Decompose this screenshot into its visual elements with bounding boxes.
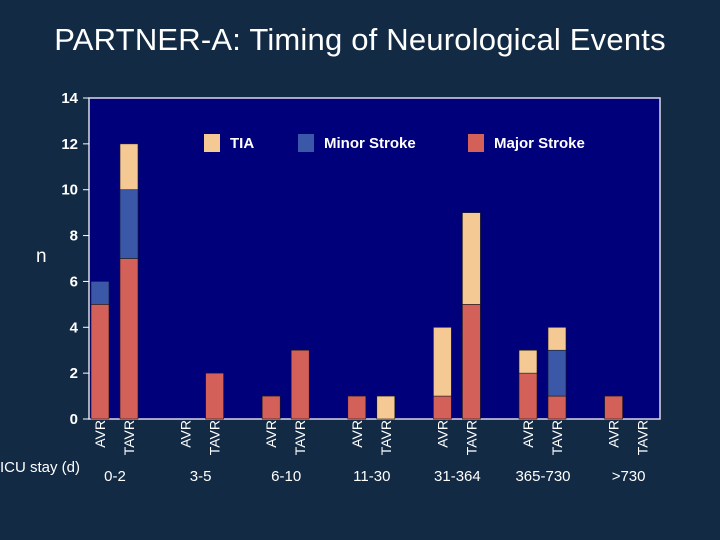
y-tick-label: 4 — [70, 319, 79, 336]
bar-label: AVR — [434, 420, 450, 448]
bar-label: AVR — [263, 420, 279, 448]
group-label: >730 — [612, 468, 646, 485]
bar-label: TAVR — [378, 420, 394, 455]
legend-label: Minor Stroke — [324, 135, 416, 152]
bar-segment — [518, 349, 538, 374]
bar-label: TAVR — [121, 420, 137, 455]
bar-label: TAVR — [207, 420, 223, 455]
bar-segment — [90, 304, 110, 420]
bar-label: AVR — [349, 420, 365, 448]
group-label: 3-5 — [190, 468, 212, 485]
y-tick-label: 8 — [70, 228, 78, 245]
bar-segment — [205, 372, 224, 420]
bar-label: AVR — [520, 420, 536, 448]
bar-segment — [261, 395, 281, 420]
bar-segment — [119, 189, 139, 259]
legend-label: TIA — [230, 135, 254, 152]
legend-swatch — [204, 134, 220, 152]
bar-segment — [90, 281, 110, 305]
legend-label: Major Stroke — [494, 135, 585, 152]
bar-segment — [119, 258, 139, 420]
bar-segment — [547, 349, 567, 397]
bar-segment — [547, 395, 567, 420]
group-label: 11-30 — [353, 468, 390, 485]
bar-segment — [547, 326, 567, 351]
bar-segment — [433, 395, 452, 420]
bar-segment — [347, 395, 367, 420]
bar-segment — [433, 326, 452, 397]
bar-segment — [462, 304, 481, 420]
group-label: 365-730 — [515, 468, 570, 485]
y-tick-label: 2 — [70, 365, 78, 382]
bar-segment — [518, 372, 538, 420]
y-tick-label: 12 — [61, 136, 78, 153]
bar-label: TAVR — [635, 420, 651, 455]
group-label: 0-2 — [104, 468, 126, 485]
bar-segment — [119, 143, 139, 191]
bar-label: TAVR — [463, 420, 479, 455]
bar-segment — [604, 395, 623, 420]
y-axis-label: n — [36, 246, 47, 267]
bar-label: TAVR — [549, 420, 565, 455]
chart-title: PARTNER-A: Timing of Neurological Events — [54, 22, 666, 57]
y-tick-label: 10 — [61, 182, 78, 199]
x-axis-label: ICU stay (d) — [0, 459, 81, 476]
legend-swatch — [298, 134, 314, 152]
y-tick-label: 0 — [70, 411, 78, 428]
y-tick-label: 6 — [70, 273, 78, 290]
bar-label: AVR — [178, 420, 194, 448]
group-label: 31-364 — [434, 468, 481, 485]
bar-label: AVR — [92, 420, 108, 448]
legend-swatch — [468, 134, 484, 152]
bar-label: AVR — [606, 420, 622, 448]
bar-segment — [290, 349, 310, 420]
bar-segment — [462, 212, 481, 305]
group-label: 6-10 — [271, 468, 301, 485]
bar-label: TAVR — [292, 420, 308, 455]
bar-segment — [376, 395, 396, 420]
y-tick-label: 14 — [61, 90, 78, 107]
